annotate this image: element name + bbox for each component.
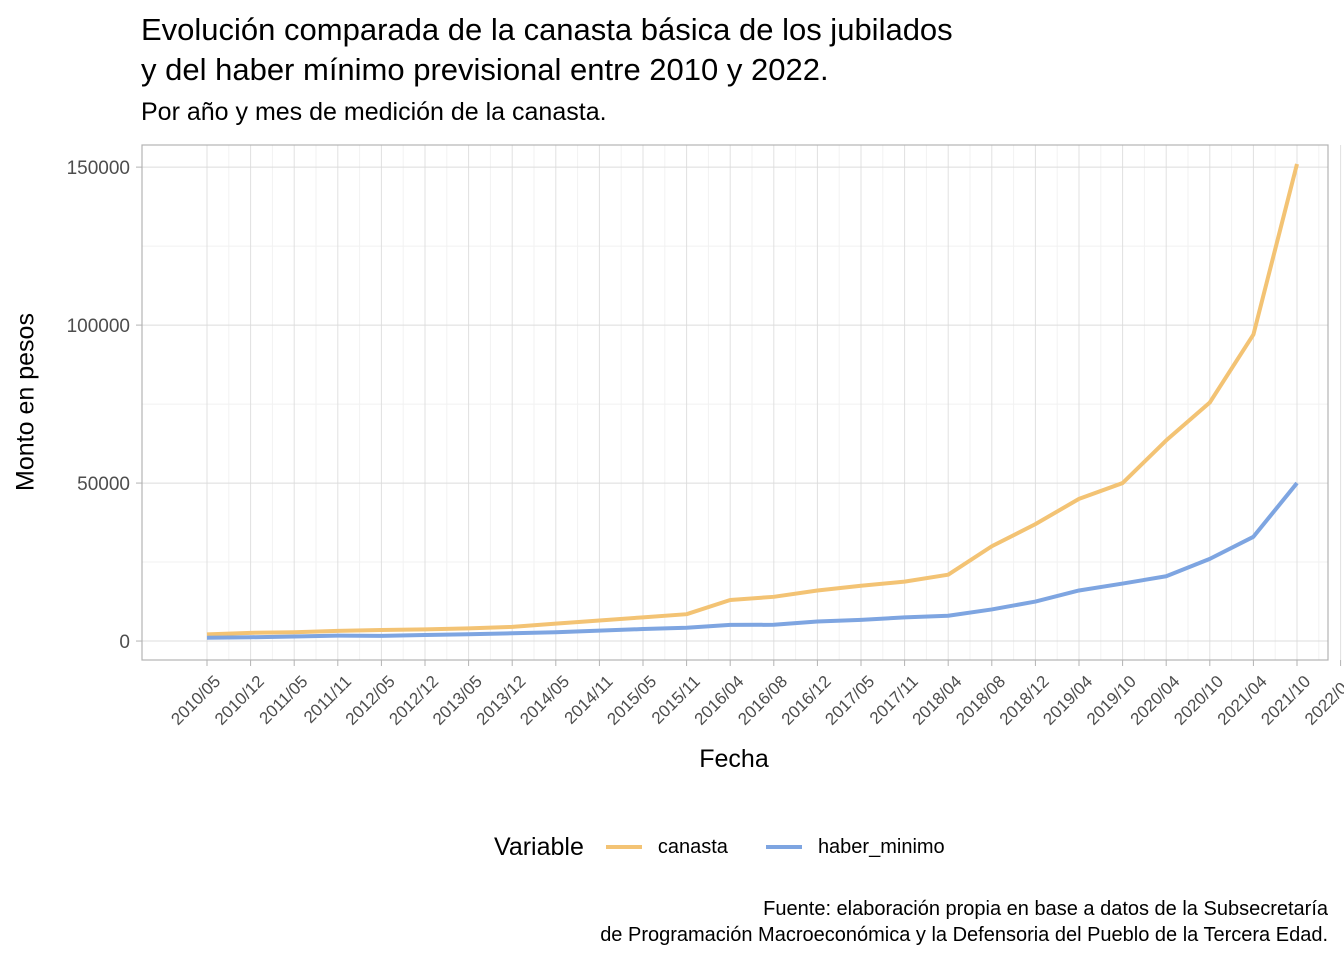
legend-label-canasta: canasta [657, 835, 728, 858]
x-tick-label: 2014/05 [516, 672, 573, 729]
legend-key-haber-minimo [765, 845, 802, 849]
x-tick-label: 2010/12 [211, 672, 268, 729]
gridlines [142, 145, 1342, 660]
series-line-haber-minimo [206, 481, 1299, 640]
chart-title: Evolución comparada de la canasta básica… [141, 10, 953, 90]
x-tick-label: 2015/05 [603, 672, 660, 729]
y-axis-label: Monto en pesos [11, 313, 40, 491]
legend-key-canasta [605, 845, 642, 849]
plot-panel-border [141, 144, 1329, 661]
chart-subtitle: Por año y mes de medición de la canasta. [141, 98, 607, 126]
legend-title: Variable [494, 832, 584, 861]
x-axis-ticks: 2010/052010/122011/052011/112012/052012/… [167, 660, 1344, 729]
x-axis-label: Fecha [699, 745, 769, 773]
y-tick-label: 100000 [67, 316, 130, 337]
chart-caption: Fuente: elaboración propia en base a dat… [600, 896, 1328, 948]
legend: Variable canasta haber_minimo [494, 830, 983, 864]
chart-title-line1: Evolución comparada de la canasta básica… [141, 12, 953, 47]
chart-title-line2: y del haber mínimo previsional entre 201… [141, 52, 829, 87]
legend-label-haber-minimo: haber_minimo [817, 835, 945, 858]
y-tick-label: 150000 [67, 158, 130, 179]
caption-line1: Fuente: elaboración propia en base a dat… [763, 898, 1328, 920]
x-tick-label: 2011/05 [256, 672, 312, 728]
y-tick-label: 50000 [77, 474, 130, 495]
x-tick-label: 2017/05 [821, 672, 878, 729]
y-axis-ticks: 0 50000 100000 150000 [67, 158, 142, 653]
caption-line2: de Programación Macroeconómica y la Defe… [600, 924, 1328, 946]
series-lines [206, 163, 1299, 640]
series-line-canasta [206, 163, 1299, 637]
y-tick-label: 0 [119, 632, 130, 653]
